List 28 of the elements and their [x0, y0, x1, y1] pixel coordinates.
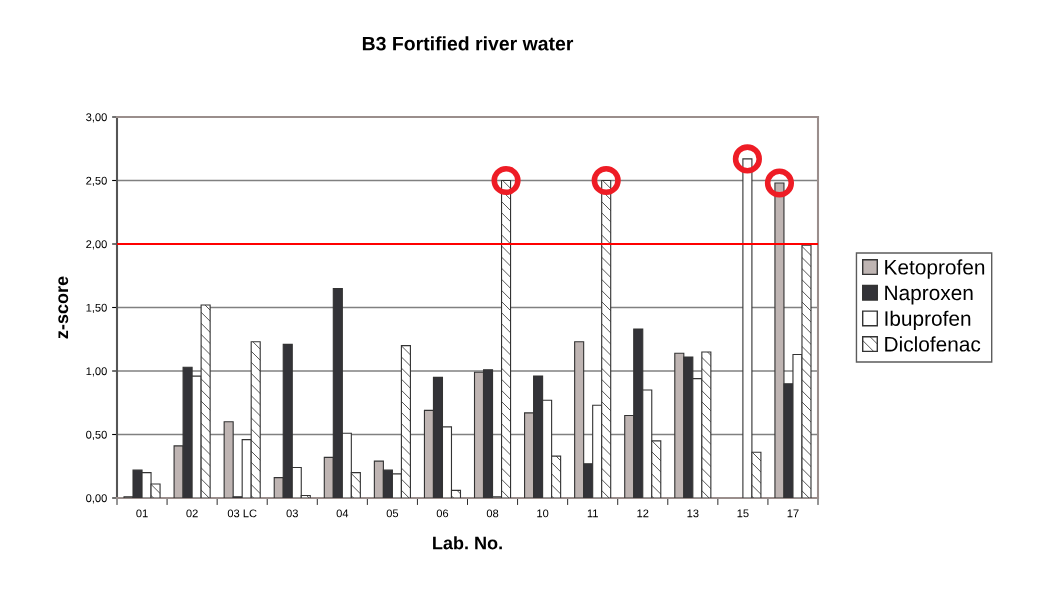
x-tick-label: 15 [737, 509, 749, 518]
y-tick-label: 0,50 [86, 430, 107, 440]
x-tick-label: 03 LC [227, 509, 257, 518]
x-tick-label: 02 [186, 509, 198, 518]
x-tick-label: 11 [587, 509, 598, 518]
x-axis-title: Lab. No. [433, 536, 502, 550]
y-tick-label: 1,50 [86, 303, 107, 313]
y-tick-label: 3,00 [86, 113, 107, 123]
x-tick-label: 08 [486, 509, 499, 518]
x-tick-label: 03 [286, 509, 298, 518]
y-tick-label: 2,00 [86, 240, 107, 250]
x-tick-label: 06 [436, 509, 449, 518]
x-tick-label: 05 [386, 509, 399, 518]
legend-label: Ketoprofen [885, 259, 985, 279]
chart-title: B3 Fortified river water [362, 36, 574, 51]
legend-label: Naproxen [885, 285, 973, 305]
legend-label: Ibuprofen [885, 310, 971, 331]
y-axis-title: z-score [58, 276, 69, 339]
x-tick-label: 12 [637, 509, 649, 518]
x-tick-label: 10 [537, 509, 549, 518]
x-tick-label: 01 [136, 509, 148, 518]
y-tick-label: 0,00 [86, 494, 107, 504]
x-tick-label: 13 [687, 509, 699, 518]
legend-label: Diclofenac [885, 336, 981, 352]
x-tick-label: 04 [336, 509, 349, 518]
y-tick-label: 2,50 [86, 176, 107, 186]
y-tick-label: 1,00 [86, 367, 107, 377]
x-tick-label: 17 [787, 509, 799, 518]
